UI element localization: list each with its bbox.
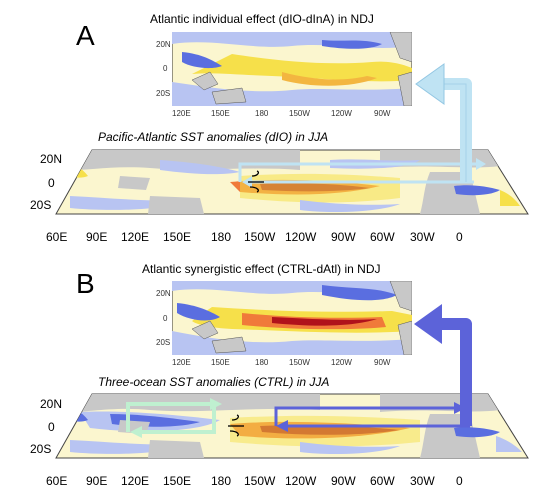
panel-a-top-lat-20n: 20N [156, 40, 171, 49]
panel-b-lon-150w: 150W [244, 474, 276, 488]
panel-a-lon-180: 180 [211, 230, 232, 244]
panel-a-top-lat-20s: 20S [156, 89, 171, 98]
wind-icon-b [228, 414, 244, 437]
panel-a-lon-0: 0 [456, 230, 463, 244]
panel-b-top-lon-90w: 90W [374, 358, 391, 367]
panel-a-lon-90e: 90E [86, 230, 108, 244]
panel-b-lon-150e: 150E [163, 474, 192, 488]
panel-b-lon-180: 180 [211, 474, 232, 488]
panel-b-top-lon-180: 180 [255, 358, 269, 367]
panel-a-lon-30w: 30W [410, 230, 435, 244]
panel-a-lon-120w: 120W [285, 230, 317, 244]
wind-icon-a [248, 170, 264, 193]
panel-a-top-lon-90w: 90W [374, 109, 391, 118]
panel-b-top-lat-0: 0 [163, 314, 168, 323]
panel-b-top-lon-120w: 120W [331, 358, 352, 367]
panel-b-top-lon-120e: 120E [172, 358, 191, 367]
panel-b-top-title: Atlantic synergistic effect (CTRL-dAtl) … [142, 262, 381, 276]
panel-a-top-title: Atlantic individual effect (dIO-dInA) in… [150, 12, 374, 26]
panel-b-top-lon-150e: 150E [211, 358, 230, 367]
panel-a-top-lat-0: 0 [163, 64, 168, 73]
panel-a-lat-20n: 20N [40, 152, 63, 166]
panel-b-lon-30w: 30W [410, 474, 435, 488]
panel-a-top-lon-180: 180 [255, 109, 269, 118]
panel-a-top-lon-120e: 120E [172, 109, 191, 118]
panel-b-top-lat-20s: 20S [156, 338, 171, 347]
panel-a-top-lon-120w: 120W [331, 109, 352, 118]
panel-b-bottom-title: Three-ocean SST anomalies (CTRL) in JJA [98, 375, 330, 389]
panel-b-lat-0: 0 [48, 420, 55, 434]
panel-a-lat-0: 0 [48, 176, 55, 190]
panel-a-lon-120e: 120E [121, 230, 150, 244]
panel-a-bottom-title: Pacific-Atlantic SST anomalies (dIO) in … [98, 130, 329, 144]
panel-a-top-lon-150e: 150E [211, 109, 230, 118]
panel-a-bottom-map [0, 0, 550, 240]
panel-a-lon-60e: 60E [46, 230, 68, 244]
panel-b-top-lat-20n: 20N [156, 289, 171, 298]
panel-a-lon-150e: 150E [163, 230, 192, 244]
panel-b-lon-120w: 120W [285, 474, 317, 488]
panel-b-lat-20s: 20S [30, 442, 52, 456]
panel-b-lon-90w: 90W [331, 474, 356, 488]
panel-b-lon-60e: 60E [46, 474, 68, 488]
panel-b-lon-120e: 120E [121, 474, 150, 488]
panel-b-top-lon-150w: 150W [289, 358, 310, 367]
panel-a-top-lon-150w: 150W [289, 109, 310, 118]
panel-a-lat-20s: 20S [30, 198, 52, 212]
panel-b-lon-90e: 90E [86, 474, 108, 488]
panel-b-lon-60w: 60W [370, 474, 395, 488]
panel-b-letter: B [76, 268, 95, 299]
panel-a-lon-150w: 150W [244, 230, 276, 244]
panel-a-letter: A [76, 20, 95, 51]
panel-a-lon-90w: 90W [331, 230, 356, 244]
panel-b-lon-0: 0 [456, 474, 463, 488]
panel-a-lon-60w: 60W [370, 230, 395, 244]
panel-a-top-map [171, 31, 413, 107]
panel-b-lat-20n: 20N [40, 397, 63, 411]
